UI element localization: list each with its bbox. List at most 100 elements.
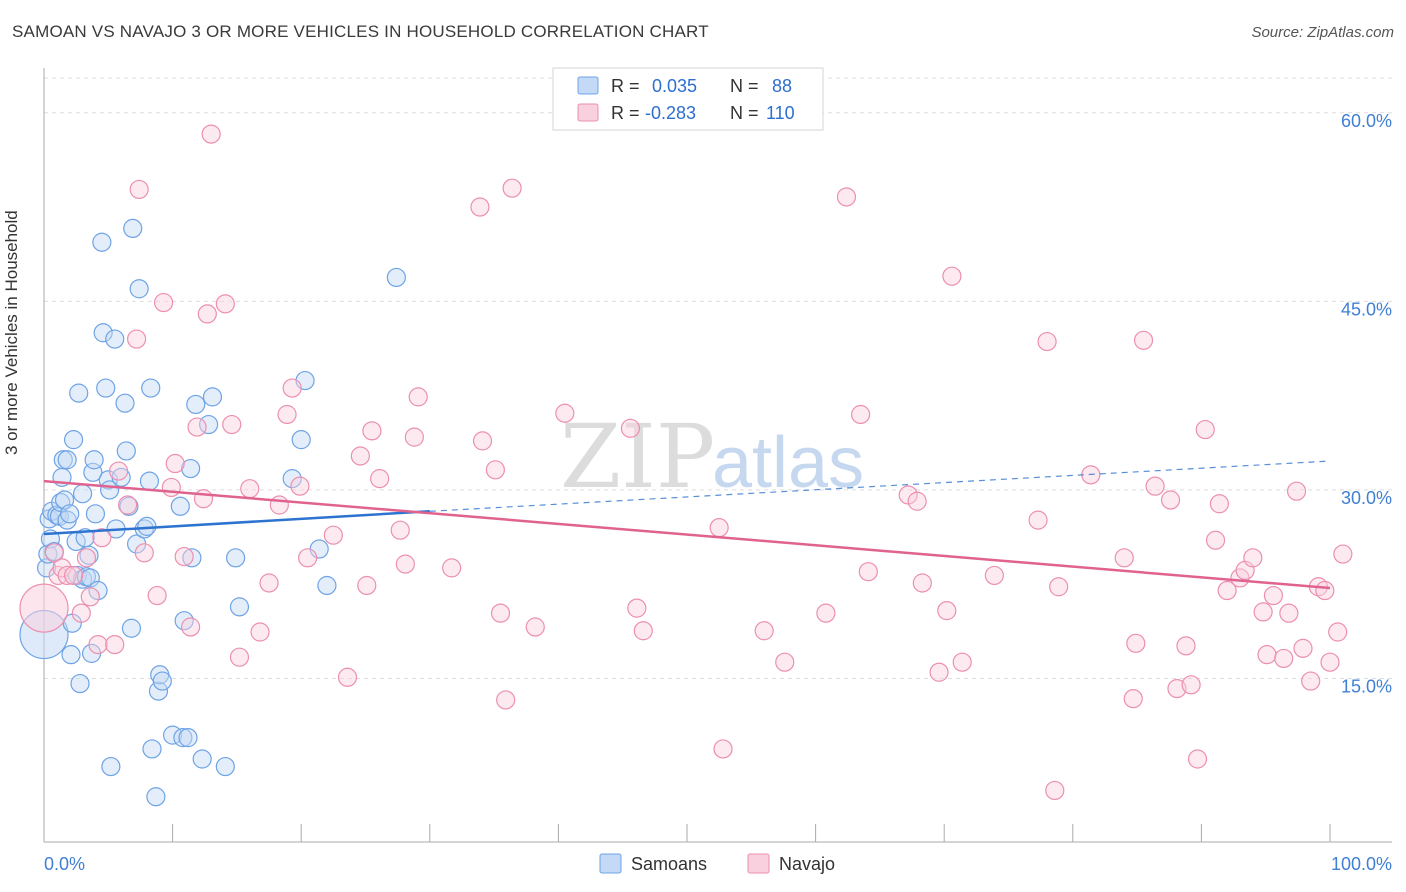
samoans-point xyxy=(85,504,106,524)
samoans-point xyxy=(105,329,125,349)
samoans-trend-line xyxy=(43,510,430,536)
samoans-point xyxy=(61,645,81,665)
navajo-point xyxy=(472,431,493,451)
samoans-point xyxy=(170,496,190,516)
navajo-point xyxy=(277,404,297,425)
data-points xyxy=(19,124,1353,807)
navajo-point xyxy=(282,378,302,398)
navajo-point xyxy=(1243,548,1263,568)
samoans-point xyxy=(178,728,198,748)
navajo-point xyxy=(290,476,310,496)
samoans-point xyxy=(63,430,84,450)
navajo-point xyxy=(836,187,857,207)
samoans-point xyxy=(186,394,206,415)
navajo-point xyxy=(269,495,289,515)
navajo-point xyxy=(1114,548,1134,568)
navajo-point xyxy=(134,543,154,563)
samoans-point xyxy=(146,787,166,807)
navajo-point xyxy=(912,573,932,593)
watermark-atlas: atlas xyxy=(712,423,864,503)
navajo-point xyxy=(1333,544,1353,564)
navajo-trend-line xyxy=(43,479,1331,590)
navajo-point xyxy=(620,418,641,438)
navajo-point xyxy=(1160,490,1181,510)
samoans-point xyxy=(129,279,149,299)
navajo-point xyxy=(19,583,69,633)
navajo-point xyxy=(496,690,516,710)
y-tick-label: 15.0% xyxy=(1341,677,1392,697)
navajo-point xyxy=(942,266,962,286)
navajo-point xyxy=(1209,494,1230,514)
navajo-point xyxy=(187,417,207,437)
navajo-point xyxy=(1126,633,1146,653)
chart-title: SAMOAN VS NAVAJO 3 OR MORE VEHICLES IN H… xyxy=(12,22,709,41)
navajo-point xyxy=(71,603,91,623)
legend-item-samoans-label: Samoans xyxy=(631,854,707,874)
samoans-point xyxy=(123,218,143,238)
navajo-point xyxy=(408,387,428,407)
y-tick-label: 60.0% xyxy=(1341,111,1392,131)
samoans-point xyxy=(173,728,193,748)
legend-item-samoans-swatch xyxy=(599,853,622,874)
navajo-point xyxy=(1037,331,1057,352)
navajo-point xyxy=(713,739,733,759)
navajo-point xyxy=(337,667,358,687)
legend-r-label-samoans: R = xyxy=(611,76,640,96)
navajo-point xyxy=(984,565,1004,586)
navajo-point xyxy=(63,565,84,586)
navajo-point xyxy=(201,124,221,144)
watermark: ZIP atlas xyxy=(560,405,864,508)
series-legend: Samoans Navajo xyxy=(599,853,835,874)
samoans-point xyxy=(36,558,57,578)
navajo-point xyxy=(350,446,370,466)
navajo-point xyxy=(193,489,214,509)
navajo-point xyxy=(147,585,167,606)
samoans-point xyxy=(70,673,90,694)
navajo-point xyxy=(92,528,112,548)
samoans-point xyxy=(229,597,250,617)
samoans-point xyxy=(57,450,77,470)
samoans-point xyxy=(121,618,142,638)
navajo-point xyxy=(165,453,185,474)
samoans-trend-extension xyxy=(429,460,1331,512)
samoans-point xyxy=(291,430,311,450)
navajo-point xyxy=(952,652,972,672)
navajo-point xyxy=(1187,749,1208,769)
legend-n-value-navajo: 110 xyxy=(766,103,795,123)
samoans-point xyxy=(79,545,99,565)
samoans-point xyxy=(386,267,406,288)
navajo-point xyxy=(197,304,217,324)
navajo-point xyxy=(490,603,511,623)
samoans-point xyxy=(69,383,89,403)
samoans-point xyxy=(101,756,121,777)
gridlines xyxy=(44,77,1392,680)
navajo-point xyxy=(555,403,575,423)
navajo-point xyxy=(442,558,462,578)
watermark-zip: ZIP xyxy=(560,405,715,508)
legend-r-label-navajo: R = xyxy=(611,103,640,123)
samoans-point xyxy=(152,671,172,691)
series-navajo xyxy=(19,124,1353,801)
samoans-point xyxy=(139,471,160,491)
navajo-point xyxy=(88,634,108,655)
trend-lines xyxy=(43,460,1331,590)
legend-item-navajo-label: Navajo xyxy=(779,854,835,874)
navajo-point xyxy=(57,565,77,586)
navajo-point xyxy=(1049,577,1069,597)
navajo-point xyxy=(1328,622,1348,642)
legend-item-navajo-swatch xyxy=(747,853,770,874)
navajo-point xyxy=(1181,675,1201,695)
navajo-point xyxy=(161,477,181,498)
navajo-point xyxy=(816,603,836,623)
x-tick-label: 100.0% xyxy=(1331,854,1392,874)
navajo-point xyxy=(323,525,343,545)
navajo-point xyxy=(1293,638,1313,658)
legend-n-label-navajo: N = xyxy=(730,103,759,123)
navajo-point xyxy=(633,621,653,641)
samoans-point xyxy=(96,378,116,398)
samoans-point xyxy=(84,450,104,470)
navajo-point xyxy=(174,546,194,567)
navajo-point xyxy=(627,598,647,618)
navajo-point xyxy=(153,292,174,313)
